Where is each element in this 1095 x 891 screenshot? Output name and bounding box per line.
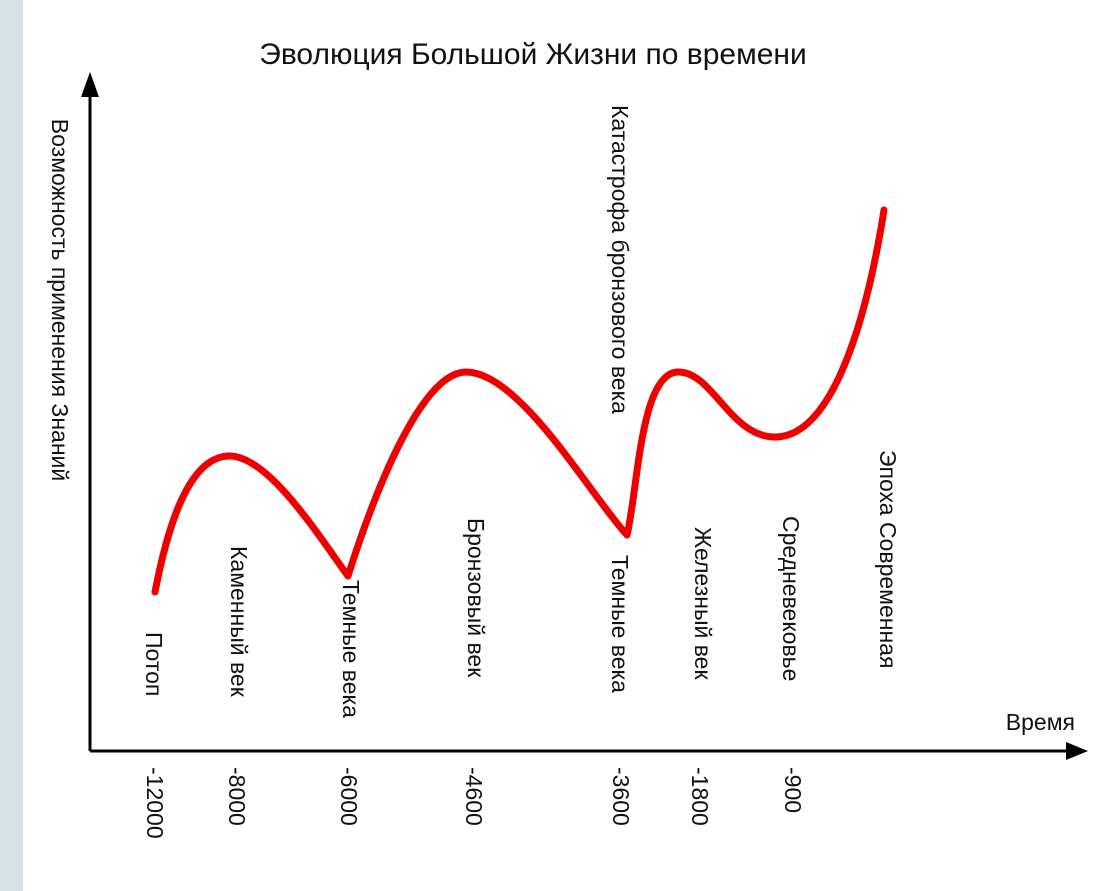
x-tick-label: -12000 — [142, 767, 168, 839]
era-label: Темные века — [607, 555, 633, 693]
era-label: Железный век — [690, 527, 716, 680]
chart-title: Эволюция Большой Жизни по времени — [259, 38, 807, 71]
x-tick-label: -8000 — [224, 767, 250, 826]
x-tick-label: -3600 — [608, 767, 634, 826]
y-axis-arrowhead — [81, 72, 99, 97]
x-axis-arrowhead — [1066, 742, 1088, 760]
x-axis-label: Время — [1006, 709, 1075, 735]
x-tick-label: -900 — [780, 767, 806, 813]
era-label: Катастрофа бронзового века — [607, 105, 633, 414]
era-label: Средневековье — [778, 516, 804, 681]
era-label: Темные века — [338, 580, 364, 718]
era-labels: Потоп Каменный век Темные века Бронзовый ве… — [141, 105, 901, 718]
x-tick-label: -6000 — [336, 767, 362, 826]
x-tick-labels: -12000 -8000 -6000 -4600 -3600 -1800 -900 — [142, 767, 806, 839]
x-tick-label: -4600 — [461, 767, 487, 826]
y-axis-label: Возможность применения Знаний — [47, 119, 73, 481]
era-label: Бронзовый век — [463, 518, 489, 678]
x-tick-label: -1800 — [687, 767, 713, 826]
era-label: Эпоха Современная — [875, 450, 901, 668]
series-line — [151, 206, 888, 596]
era-label: Потоп — [141, 632, 167, 696]
era-label: Каменный век — [226, 546, 252, 698]
